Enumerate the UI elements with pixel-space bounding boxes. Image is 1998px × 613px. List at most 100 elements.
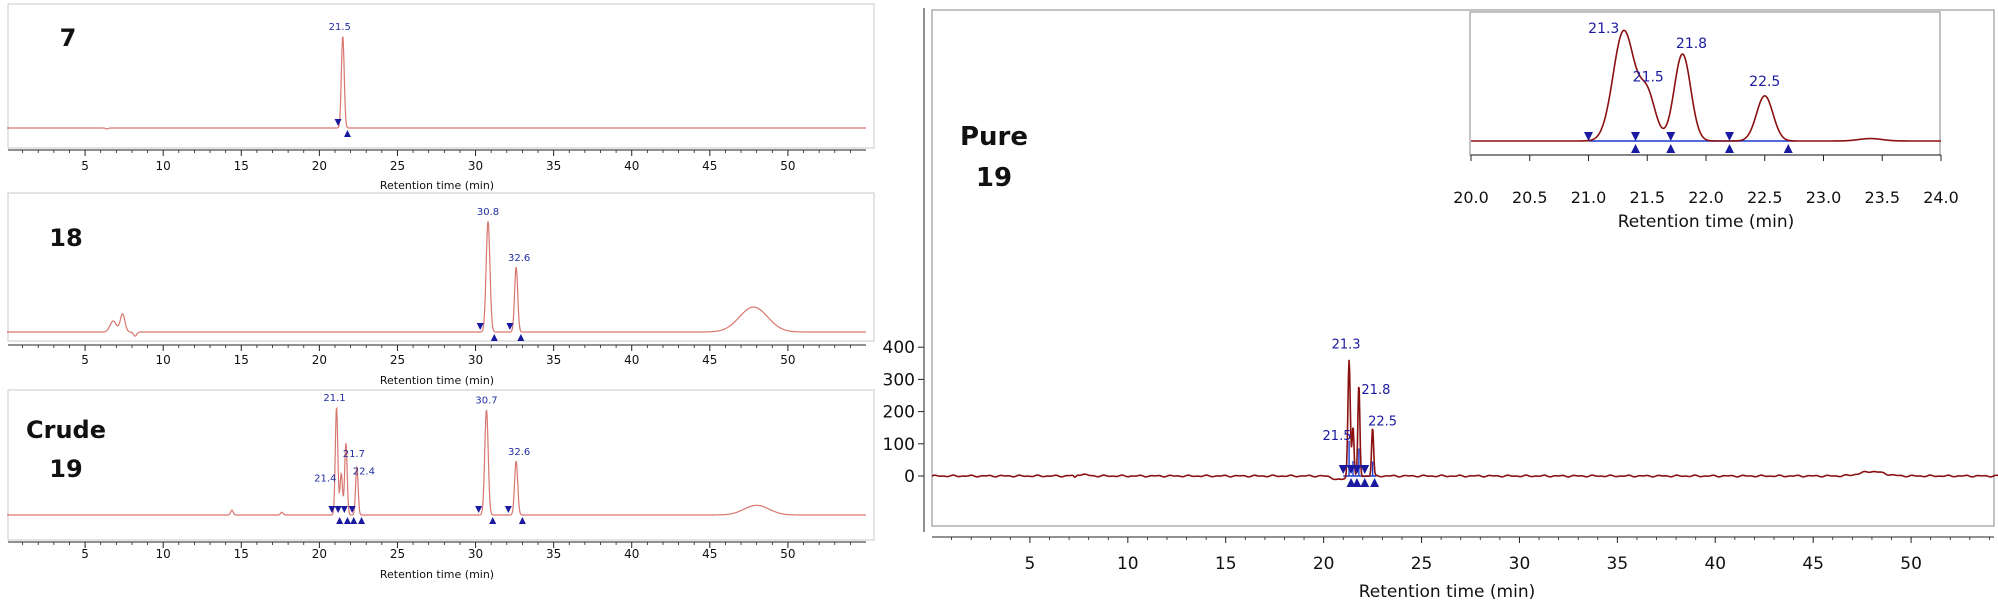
peak-end-marker — [336, 517, 344, 524]
x-tick-label: 40 — [624, 547, 639, 561]
peak-end-marker — [1725, 144, 1734, 153]
peak-label: 21.5 — [1633, 69, 1664, 85]
x-tick-label: 5 — [1024, 554, 1035, 574]
peak-start-marker — [1346, 465, 1356, 474]
peak-label: 22.5 — [1368, 415, 1397, 430]
panel-frame — [7, 389, 875, 541]
panel-18: 18 30.8 32.6 5 10 15 20 25 30 35 40 45 50 Retention t… — [7, 192, 875, 387]
x-tick-label: 50 — [780, 353, 795, 367]
chromatogram-trace — [7, 221, 866, 337]
x-tick-label: 23.5 — [1864, 188, 1900, 207]
x-tick-label: 20.0 — [1453, 188, 1489, 207]
x-axis-label: Retention time (min) — [1359, 582, 1536, 602]
y-tick-label: 200 — [883, 403, 915, 423]
panel-crude-19: Crude 19 21.1 21.4 21.7 22.4 30.7 32.6 5 10 15 20 25… — [7, 389, 875, 581]
peak-label: 21.1 — [323, 393, 345, 404]
panel-frame — [7, 3, 875, 149]
peak-label: 22.4 — [353, 467, 375, 478]
peak-label: 21.4 — [314, 473, 336, 484]
x-tick-label: 22.0 — [1688, 188, 1724, 207]
sample-label: Crude — [26, 416, 106, 444]
x-tick-label: 50 — [1900, 554, 1922, 574]
peak-start-marker — [1666, 132, 1676, 141]
x-tick-label: 23.0 — [1806, 188, 1842, 207]
x-tick-label: 45 — [702, 353, 717, 367]
peak-start-marker — [1360, 465, 1370, 474]
y-tick-label: 100 — [883, 435, 915, 455]
x-tick-label: 40 — [624, 159, 639, 173]
peak-label: 21.3 — [1588, 21, 1619, 37]
x-tick-label: 40 — [1704, 554, 1726, 574]
peak-end-marker — [358, 517, 366, 524]
peak-start-marker — [475, 506, 483, 513]
y-tick-label: 300 — [883, 370, 915, 390]
peak-label: 21.5 — [1323, 429, 1352, 444]
peak-end-marker — [517, 334, 525, 341]
inset: 21.3 21.5 21.8 22.5 20.0 20.5 21.0 21.5 22.0 22.5… — [1453, 11, 1959, 232]
x-tick-label: 10 — [156, 353, 171, 367]
y-tick-label: 400 — [883, 338, 915, 358]
peak-end-marker — [1352, 478, 1362, 487]
peak-start-marker — [1725, 132, 1734, 141]
peak-label: 21.8 — [1361, 383, 1390, 398]
peak-label: 21.8 — [1676, 36, 1707, 52]
x-tick-label: 20 — [312, 353, 327, 367]
sample-label: Pure — [960, 122, 1028, 152]
peak-label: 30.7 — [475, 396, 497, 407]
x-tick-label: 35 — [546, 547, 561, 561]
peak-label: 22.5 — [1749, 74, 1780, 90]
x-tick-label: 24.0 — [1923, 188, 1959, 207]
peak-label: 21.5 — [329, 22, 351, 33]
peak-end-marker — [518, 517, 526, 524]
x-tick-label: 35 — [546, 353, 561, 367]
x-tick-label: 20 — [312, 547, 327, 561]
chromatogram-trace — [7, 36, 866, 130]
x-tick-label: 35 — [546, 159, 561, 173]
peak-end-marker — [343, 517, 351, 524]
inset-frame — [1469, 11, 1941, 156]
peak-end-marker — [490, 334, 498, 341]
panel-frame — [7, 192, 875, 342]
peak-start-marker — [476, 323, 484, 330]
peak-label: 32.6 — [508, 447, 530, 458]
x-tick-label: 20 — [1313, 554, 1335, 574]
x-tick-label: 35 — [1607, 554, 1629, 574]
x-tick-label: 21.0 — [1571, 188, 1607, 207]
peak-end-marker — [350, 517, 358, 524]
peak-label: 21.3 — [1332, 337, 1361, 352]
chromatogram-trace — [7, 406, 866, 516]
x-tick-label: 50 — [780, 547, 795, 561]
peak-start-marker — [334, 119, 342, 126]
x-tick-label: 25 — [390, 353, 405, 367]
sample-label: 7 — [60, 24, 77, 52]
peak-end-marker — [343, 130, 351, 137]
chromatogram-trace — [1471, 29, 1941, 142]
peak-end-marker — [1631, 144, 1640, 153]
x-axis-label: Retention time (min) — [380, 374, 494, 387]
x-tick-label: 5 — [81, 547, 89, 561]
y-tick-label: 0 — [904, 467, 915, 487]
x-tick-label: 21.5 — [1629, 188, 1665, 207]
peak-end-marker — [1370, 478, 1380, 487]
x-axis-label: Retention time (min) — [1618, 212, 1795, 232]
x-tick-label: 40 — [624, 353, 639, 367]
x-tick-label: 15 — [1215, 554, 1237, 574]
peak-start-marker — [348, 506, 356, 513]
peak-start-marker — [504, 506, 512, 513]
x-tick-label: 45 — [1802, 554, 1824, 574]
x-tick-label: 20 — [312, 159, 327, 173]
x-tick-label: 25 — [390, 547, 405, 561]
peak-end-marker — [1666, 144, 1676, 153]
x-tick-label: 5 — [81, 159, 89, 173]
x-tick-label: 25 — [390, 159, 405, 173]
x-tick-label: 10 — [156, 159, 171, 173]
sample-label: 18 — [49, 224, 82, 252]
peak-end-marker — [489, 517, 497, 524]
x-axis-label: Retention time (min) — [380, 568, 494, 581]
panel-pure-19: Pure 19 21.3 21.5 21.8 22.5 5 10 15 20 25 30 35 40 45 5… — [883, 8, 1998, 602]
peak-end-marker — [1360, 478, 1370, 487]
x-tick-label: 10 — [1117, 554, 1139, 574]
peak-start-marker — [506, 323, 514, 330]
peak-start-marker — [1352, 465, 1362, 474]
x-tick-label: 15 — [234, 547, 249, 561]
